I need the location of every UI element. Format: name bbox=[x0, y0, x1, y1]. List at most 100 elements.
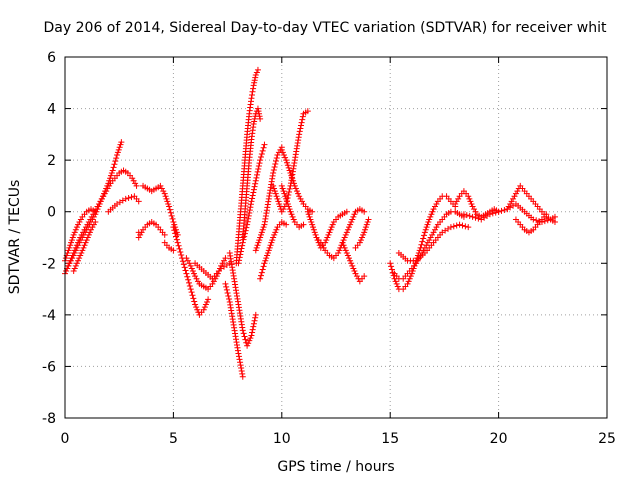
data-point-fill bbox=[167, 209, 174, 216]
data-point-fill bbox=[80, 244, 87, 251]
data-point bbox=[274, 151, 281, 158]
data-point-fill bbox=[65, 247, 72, 254]
data-point bbox=[122, 195, 129, 202]
data-point bbox=[170, 224, 177, 231]
data-point bbox=[129, 175, 136, 182]
data-point-fill bbox=[362, 226, 369, 233]
data-point bbox=[92, 208, 99, 215]
data-point-fill bbox=[75, 239, 82, 246]
data-point-fill bbox=[279, 149, 286, 156]
data-point-fill bbox=[184, 257, 191, 264]
data-point-fill bbox=[107, 172, 114, 179]
data-point-fill bbox=[273, 226, 280, 233]
data-point bbox=[79, 247, 86, 254]
data-point-fill bbox=[246, 210, 253, 217]
data-point bbox=[326, 229, 333, 236]
series-arc-z bbox=[352, 216, 372, 251]
series-arc-b bbox=[64, 167, 140, 272]
data-point-fill bbox=[286, 188, 293, 195]
data-point-fill bbox=[250, 320, 257, 327]
data-point-fill bbox=[163, 195, 170, 202]
data-point-fill bbox=[344, 226, 351, 233]
data-point-fill bbox=[247, 335, 254, 342]
x-tick-label: 20 bbox=[490, 431, 508, 447]
data-point-fill bbox=[312, 231, 319, 238]
data-point bbox=[118, 139, 125, 146]
data-point-fill bbox=[250, 85, 257, 92]
series-arc-y bbox=[339, 239, 368, 285]
data-point-fill bbox=[71, 247, 78, 254]
data-point-fill bbox=[533, 217, 540, 224]
data-point-fill bbox=[432, 226, 439, 233]
data-point-fill bbox=[237, 362, 244, 369]
data-point bbox=[103, 188, 110, 195]
data-point bbox=[543, 211, 550, 218]
data-point-fill bbox=[293, 188, 300, 195]
data-point bbox=[66, 244, 73, 251]
data-point-fill bbox=[270, 185, 277, 192]
data-point bbox=[222, 255, 229, 262]
data-point bbox=[291, 182, 298, 189]
data-point-fill bbox=[305, 211, 312, 218]
data-point-fill bbox=[269, 237, 276, 244]
data-point bbox=[254, 66, 261, 73]
data-point-fill bbox=[429, 231, 436, 238]
data-point bbox=[265, 247, 272, 254]
data-point-fill bbox=[219, 260, 226, 267]
data-point-fill bbox=[80, 229, 87, 236]
data-point-fill bbox=[164, 198, 171, 205]
data-point bbox=[512, 190, 519, 197]
data-point bbox=[257, 115, 264, 122]
data-point-fill bbox=[320, 244, 327, 251]
data-point-fill bbox=[210, 278, 217, 285]
data-point bbox=[248, 198, 255, 205]
data-point-fill bbox=[251, 115, 258, 122]
data-point bbox=[244, 221, 251, 228]
data-point bbox=[460, 211, 467, 218]
y-tick-label: -4 bbox=[42, 308, 56, 324]
data-point-fill bbox=[253, 174, 260, 181]
data-point-fill bbox=[250, 186, 257, 193]
data-point-fill bbox=[104, 185, 111, 192]
data-point-fill bbox=[419, 238, 426, 245]
data-point bbox=[257, 157, 264, 164]
data-point-fill bbox=[271, 188, 278, 195]
data-point-fill bbox=[246, 207, 253, 214]
data-point-fill bbox=[67, 257, 74, 264]
data-point-fill bbox=[201, 304, 208, 311]
y-tick-label: 0 bbox=[47, 205, 56, 221]
data-point-fill bbox=[260, 263, 267, 270]
data-point-fill bbox=[260, 224, 267, 231]
data-point-fill bbox=[351, 268, 358, 275]
data-point-fill bbox=[349, 216, 356, 223]
data-point-fill bbox=[237, 251, 244, 258]
data-point bbox=[85, 219, 92, 226]
data-point-fill bbox=[238, 245, 245, 252]
series-arc-g bbox=[135, 219, 168, 241]
data-point-fill bbox=[511, 193, 518, 200]
data-point-fill bbox=[245, 212, 252, 219]
data-point-fill bbox=[160, 188, 167, 195]
data-point-fill bbox=[171, 221, 178, 228]
data-point bbox=[343, 249, 350, 256]
data-point-fill bbox=[507, 200, 514, 207]
data-point-fill bbox=[244, 218, 251, 225]
data-point-fill bbox=[463, 212, 470, 219]
data-point bbox=[504, 206, 511, 213]
data-point bbox=[209, 280, 216, 287]
data-point-fill bbox=[273, 193, 280, 200]
data-point-fill bbox=[113, 155, 120, 162]
data-point bbox=[88, 226, 95, 233]
plot-frame bbox=[64, 56, 608, 419]
data-point-fill bbox=[73, 242, 80, 249]
data-point-fill bbox=[93, 206, 100, 213]
data-point-fill bbox=[466, 213, 473, 220]
data-point-fill bbox=[76, 255, 83, 262]
data-point-fill bbox=[307, 216, 314, 223]
data-point bbox=[250, 121, 257, 128]
data-point-fill bbox=[186, 260, 193, 267]
data-point-fill bbox=[77, 216, 84, 223]
data-point-fill bbox=[255, 165, 262, 172]
data-point bbox=[187, 262, 194, 269]
data-point-fill bbox=[327, 226, 334, 233]
